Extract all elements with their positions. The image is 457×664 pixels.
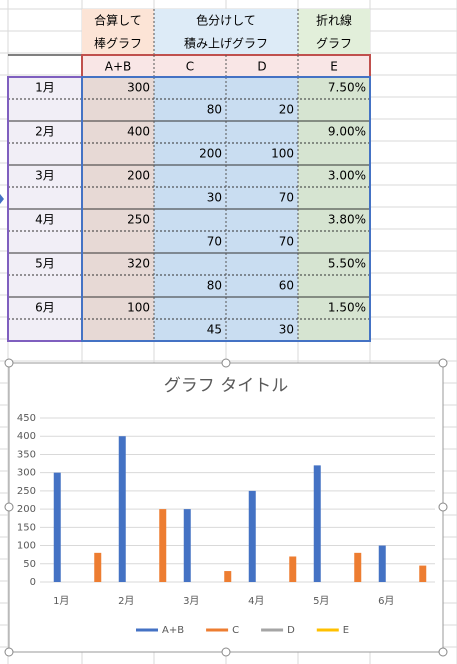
cell-text: 3.00% (328, 169, 366, 183)
cell-text: 5月 (35, 257, 55, 271)
legend-label: A+B (162, 625, 184, 636)
header-text: グラフ (316, 37, 352, 51)
bar (94, 552, 102, 582)
resize-handle[interactable] (438, 502, 448, 512)
header-cell (154, 9, 298, 55)
resize-handle[interactable] (438, 358, 448, 368)
header-text: 積み上げグラフ (184, 36, 268, 51)
cell-text: 300 (127, 81, 150, 95)
resize-handle[interactable] (4, 502, 14, 512)
chart-area[interactable] (8, 362, 444, 653)
cell-text: 100 (127, 301, 150, 315)
bar (224, 571, 232, 582)
header-text: 折れ線 (316, 13, 352, 28)
cell-text: 20 (279, 103, 294, 117)
header-text: 棒グラフ (94, 37, 142, 51)
y-tick-label: 400 (17, 431, 36, 442)
y-tick-label: 0 (30, 577, 36, 588)
x-tick-label: 2月 (118, 595, 134, 607)
y-tick-label: 250 (17, 486, 36, 497)
bar (159, 509, 167, 582)
bar (118, 436, 126, 582)
x-tick-label: 1月 (53, 595, 69, 607)
bar (183, 509, 191, 582)
header-cell (82, 9, 154, 55)
cell-text: 6月 (35, 301, 55, 315)
header-text: 合算して (94, 13, 142, 28)
y-tick-label: 350 (17, 449, 36, 460)
cell-text: 1.50% (328, 301, 366, 315)
bar (354, 552, 362, 582)
cell-text: 70 (207, 235, 222, 249)
selection (81, 76, 371, 342)
cell-text: 4月 (35, 213, 55, 227)
bar (378, 545, 386, 582)
resize-handle[interactable] (438, 647, 448, 657)
cell-text: 7.50% (328, 81, 366, 95)
x-tick-label: 4月 (248, 595, 264, 607)
legend-label: D (287, 625, 295, 636)
x-tick-label: 3月 (183, 595, 199, 607)
cell-text: 9.00% (328, 125, 366, 139)
column-header: E (330, 60, 338, 74)
header-cell (298, 9, 370, 55)
y-tick-label: 450 (17, 413, 36, 424)
chart-title: グラフ タイトル (164, 376, 288, 396)
resize-handle[interactable] (4, 358, 14, 368)
cell-text: 80 (207, 279, 222, 293)
cell-text: 30 (279, 323, 294, 337)
cell-text: 5.50% (328, 257, 366, 271)
column-header: A+B (105, 60, 132, 74)
cell-text: 100 (271, 147, 294, 161)
resize-handle[interactable] (221, 647, 231, 657)
column-header: D (257, 60, 266, 74)
cell-text: 3月 (35, 169, 55, 183)
x-tick-label: 6月 (378, 595, 394, 607)
cell-text: 70 (279, 235, 294, 249)
y-tick-label: 300 (17, 468, 36, 479)
column-header: C (186, 60, 194, 74)
cell-text: 80 (207, 103, 222, 117)
cell-text: 3.80% (328, 213, 366, 227)
cell-text: 250 (127, 213, 150, 227)
y-tick-label: 150 (17, 522, 36, 533)
y-tick-label: 100 (17, 541, 36, 552)
arrow (0, 194, 4, 204)
bar (313, 465, 321, 582)
legend-label: E (343, 625, 349, 636)
resize-handle[interactable] (4, 647, 14, 657)
cell-text: 30 (207, 191, 222, 205)
bar (53, 472, 61, 582)
cell-text: 200 (127, 169, 150, 183)
header-text: 色分けして (196, 14, 256, 28)
y-tick-label: 50 (23, 559, 36, 570)
bar (419, 565, 427, 582)
y-tick-label: 200 (17, 504, 36, 515)
bar (248, 490, 256, 582)
x-tick-label: 5月 (313, 595, 329, 607)
cell-text: 60 (279, 279, 294, 293)
cell-text: 320 (127, 257, 150, 271)
cell-text: 400 (127, 125, 150, 139)
cell-text: 2月 (35, 125, 55, 139)
cell-text: 70 (279, 191, 294, 205)
cell-text: 200 (199, 147, 222, 161)
resize-handle[interactable] (221, 358, 231, 368)
legend-label: C (232, 625, 239, 636)
bar (289, 556, 297, 582)
cell-text: 1月 (35, 81, 55, 95)
cell-text: 45 (207, 323, 222, 337)
